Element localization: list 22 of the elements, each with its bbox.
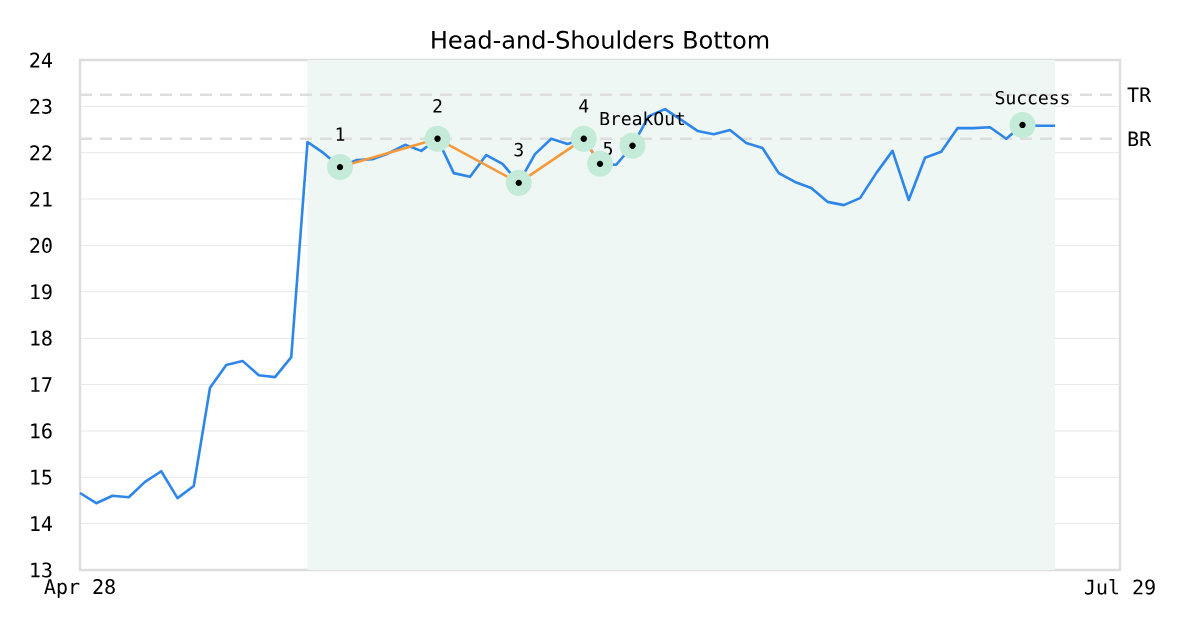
x-tick-label: Apr 28 bbox=[44, 579, 115, 599]
annotation: 1 bbox=[336, 127, 345, 141]
ref-line-label: BR bbox=[1128, 131, 1152, 147]
y-tick-label: 15 bbox=[31, 469, 52, 485]
annotation: Success bbox=[995, 90, 1069, 105]
y-tick-label: 18 bbox=[31, 330, 52, 346]
annotation: 3 bbox=[514, 142, 523, 157]
y-tick-label: 16 bbox=[31, 423, 52, 439]
y-tick-label: 24 bbox=[30, 52, 52, 68]
annotation: 4 bbox=[579, 99, 589, 113]
y-tick-label: 23 bbox=[30, 98, 52, 114]
annotation: 2 bbox=[433, 99, 442, 113]
y-tick-label: 21 bbox=[30, 191, 52, 207]
chart-title: Head-and-Shoulders Bottom bbox=[432, 30, 769, 49]
y-tick-label: 14 bbox=[31, 516, 52, 531]
y-tick-label: 13 bbox=[31, 562, 52, 578]
x-tick-label: Jul 29 bbox=[1084, 579, 1155, 595]
y-tick-label: 17 bbox=[31, 377, 52, 392]
ref-line-label: TR bbox=[1127, 87, 1152, 103]
y-tick-label: 22 bbox=[30, 145, 52, 161]
y-tick-label: 19 bbox=[31, 284, 52, 300]
y-tick-label: 20 bbox=[30, 237, 52, 253]
